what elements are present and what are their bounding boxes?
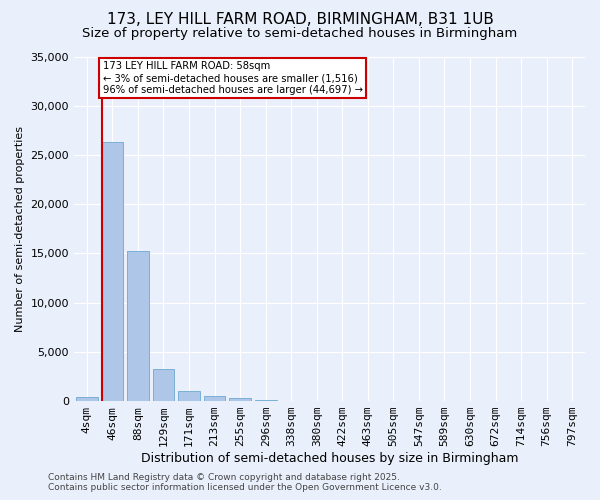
Text: Size of property relative to semi-detached houses in Birmingham: Size of property relative to semi-detach… <box>82 28 518 40</box>
Bar <box>101 142 123 401</box>
Y-axis label: Number of semi-detached properties: Number of semi-detached properties <box>15 126 25 332</box>
X-axis label: Distribution of semi-detached houses by size in Birmingham: Distribution of semi-detached houses by … <box>141 452 518 465</box>
Bar <box>127 252 149 401</box>
Bar <box>76 397 98 401</box>
Text: 173, LEY HILL FARM ROAD, BIRMINGHAM, B31 1UB: 173, LEY HILL FARM ROAD, BIRMINGHAM, B31… <box>107 12 493 28</box>
Text: 173 LEY HILL FARM ROAD: 58sqm
← 3% of semi-detached houses are smaller (1,516)
9: 173 LEY HILL FARM ROAD: 58sqm ← 3% of se… <box>103 62 362 94</box>
Bar <box>152 368 175 401</box>
Bar <box>255 400 277 401</box>
Bar <box>178 390 200 401</box>
Bar <box>203 396 226 401</box>
Text: Contains HM Land Registry data © Crown copyright and database right 2025.
Contai: Contains HM Land Registry data © Crown c… <box>48 473 442 492</box>
Bar <box>229 398 251 401</box>
